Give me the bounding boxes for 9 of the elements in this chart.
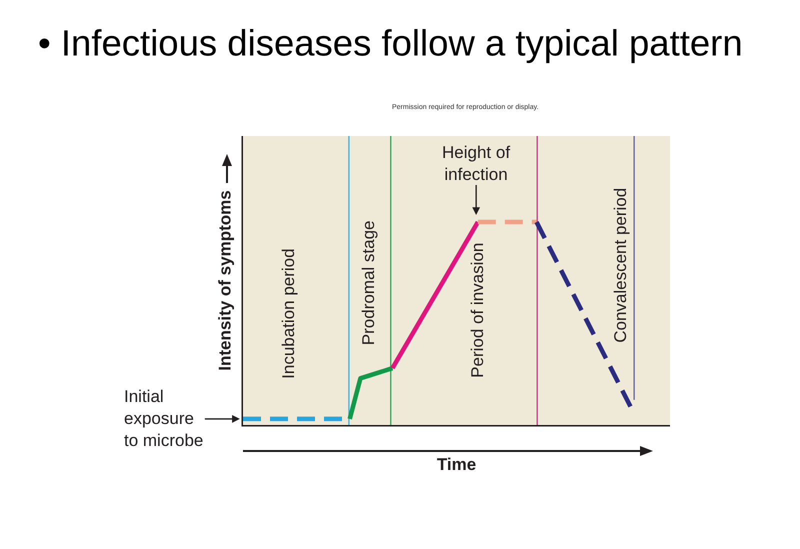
chart-title: • Infectious diseases follow a typical pattern — [38, 22, 743, 64]
annotation: Incubation period — [278, 248, 298, 379]
y-axis-title: Intensity of symptoms — [215, 190, 234, 371]
annotation: Period of invasion — [468, 242, 487, 378]
text: Initial exposure to microbe — [124, 387, 204, 450]
annotation: Convalescent period — [611, 188, 630, 343]
text: Height of infection — [442, 143, 510, 184]
x-axis-title: Time — [436, 455, 476, 474]
annotation: Prodromal stage — [359, 220, 378, 346]
